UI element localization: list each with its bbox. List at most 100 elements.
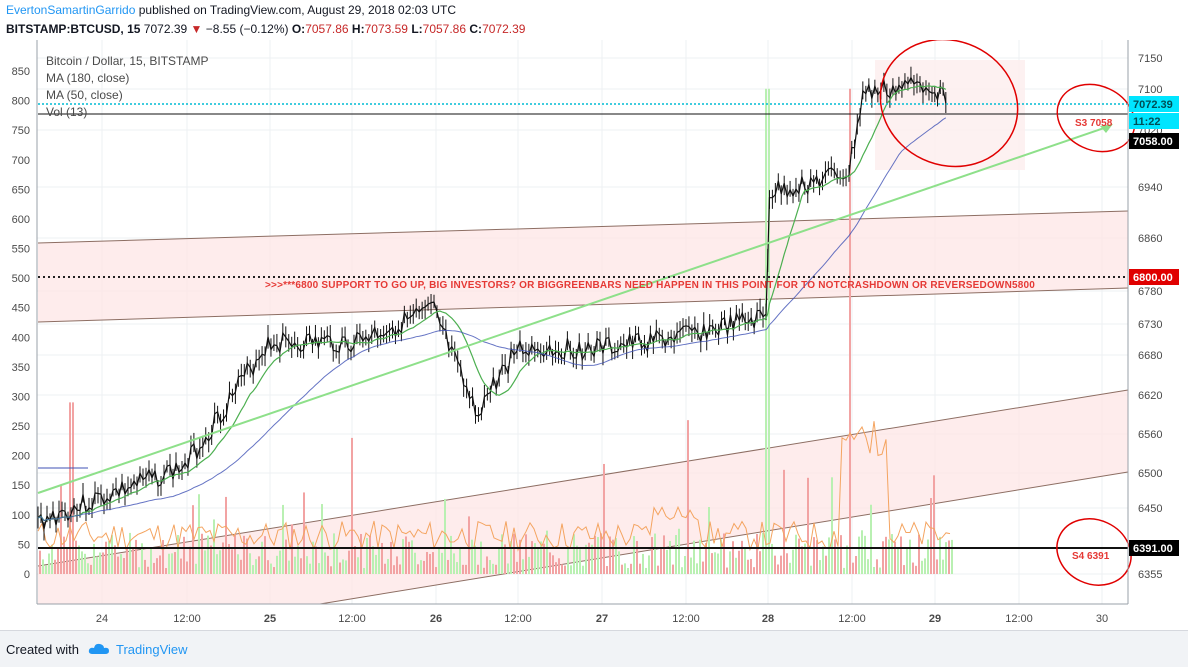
volume-bar bbox=[495, 564, 497, 574]
volume-bar bbox=[87, 563, 89, 574]
high-value: 7073.59 bbox=[364, 22, 408, 36]
volume-bar bbox=[351, 437, 353, 574]
price-label-text: 7072.39 bbox=[1133, 99, 1173, 111]
price-label: 7058.00 bbox=[1129, 133, 1179, 149]
volume-bar bbox=[135, 539, 137, 574]
volume-bar bbox=[762, 532, 764, 574]
volume-bar bbox=[213, 519, 215, 574]
volume-bar bbox=[132, 547, 134, 574]
volume-bar bbox=[435, 567, 437, 574]
volume-bar bbox=[894, 541, 896, 574]
volume-bar bbox=[873, 566, 875, 574]
volume-bar bbox=[255, 559, 257, 574]
volume-bar bbox=[741, 540, 743, 574]
x-axis-tick-label: 28 bbox=[762, 613, 774, 625]
volume-bar bbox=[849, 88, 851, 575]
right-axis-tick-label: 6940 bbox=[1138, 182, 1162, 194]
left-axis-tick-label: 700 bbox=[12, 155, 30, 167]
volume-bar bbox=[330, 566, 332, 574]
volume-bar bbox=[231, 549, 233, 574]
tradingview-link[interactable]: TradingView bbox=[88, 642, 188, 657]
volume-bar bbox=[633, 536, 635, 574]
volume-bar bbox=[378, 546, 380, 574]
volume-bar bbox=[234, 534, 236, 574]
volume-bar bbox=[714, 552, 716, 574]
volume-bar bbox=[432, 552, 434, 574]
volume-bar bbox=[225, 496, 227, 574]
volume-bar bbox=[918, 534, 920, 574]
price-label: 11:22 bbox=[1129, 113, 1179, 129]
volume-bar bbox=[888, 539, 890, 574]
volume-bar bbox=[393, 565, 395, 574]
volume-bar bbox=[900, 536, 902, 574]
volume-bar bbox=[594, 535, 596, 574]
volume-bar bbox=[306, 556, 308, 574]
volume-bar bbox=[780, 555, 782, 574]
volume-bar bbox=[336, 548, 338, 574]
volume-bar bbox=[462, 564, 464, 574]
volume-bar bbox=[273, 567, 275, 574]
left-axis-tick-label: 50 bbox=[18, 539, 30, 551]
volume-bar bbox=[150, 549, 152, 574]
volume-bar bbox=[519, 539, 521, 574]
volume-bar bbox=[885, 536, 887, 574]
volume-bar bbox=[843, 567, 845, 574]
legend-item: MA (180, close) bbox=[46, 71, 129, 85]
volume-bars bbox=[39, 88, 953, 575]
volume-bar bbox=[513, 533, 515, 574]
right-axis-tick-label: 6450 bbox=[1138, 503, 1162, 515]
volume-bar bbox=[390, 541, 392, 574]
volume-bar bbox=[93, 543, 95, 574]
author-link[interactable]: EvertonSamartinGarrido bbox=[6, 3, 136, 17]
volume-bar bbox=[546, 530, 548, 574]
volume-bar bbox=[291, 524, 293, 574]
volume-bar bbox=[246, 538, 248, 574]
volume-bar bbox=[489, 560, 491, 574]
volume-bar bbox=[207, 535, 209, 574]
price-label-bg bbox=[1129, 269, 1179, 285]
volume-bar bbox=[516, 561, 518, 574]
volume-bar bbox=[879, 567, 881, 574]
annotation-s4: S4 6391 bbox=[1072, 551, 1110, 562]
volume-bar bbox=[597, 537, 599, 574]
volume-bar bbox=[687, 420, 689, 574]
volume-bar bbox=[156, 558, 158, 574]
volume-bar bbox=[198, 494, 200, 574]
volume-bar bbox=[525, 534, 527, 574]
volume-bar bbox=[387, 558, 389, 574]
volume-bar bbox=[423, 560, 425, 574]
volume-bar bbox=[483, 567, 485, 574]
volume-bar bbox=[540, 541, 542, 574]
down-arrow-icon: ▼ bbox=[190, 22, 203, 36]
volume-bar bbox=[300, 558, 302, 574]
lower-channel-band bbox=[38, 390, 1128, 604]
chart-area[interactable]: >>>***6800 SUPPORT TO GO UP, BIG INVESTO… bbox=[0, 40, 1188, 630]
volume-bar bbox=[744, 548, 746, 574]
volume-bar bbox=[657, 565, 659, 574]
left-axis-tick-label: 300 bbox=[12, 391, 30, 403]
volume-bar bbox=[411, 540, 413, 574]
volume-bar bbox=[813, 537, 815, 574]
volume-bar bbox=[420, 560, 422, 574]
annotation-support-6800: >>>***6800 SUPPORT TO GO UP, BIG INVESTO… bbox=[265, 280, 1035, 291]
highlight-ellipse-top bbox=[879, 40, 1019, 168]
volume-bar bbox=[402, 539, 404, 574]
volume-bar bbox=[642, 553, 644, 574]
upper-channel-band bbox=[38, 211, 1128, 322]
volume-bar bbox=[216, 554, 218, 574]
published-text: published on TradingView.com, August 29,… bbox=[138, 3, 457, 17]
volume-bar bbox=[831, 477, 833, 574]
volume-bar bbox=[531, 541, 533, 574]
symbol-header: BITSTAMP:BTCUSD, 15 7072.39 ▼ −8.55 (−0.… bbox=[6, 22, 525, 36]
volume-bar bbox=[723, 533, 725, 574]
volume-bar bbox=[690, 557, 692, 574]
x-axis-tick-label: 26 bbox=[430, 613, 442, 625]
volume-bar bbox=[522, 559, 524, 574]
volume-bar bbox=[507, 563, 509, 574]
volume-bar bbox=[210, 545, 212, 574]
volume-bar bbox=[129, 532, 131, 574]
volume-bar bbox=[324, 552, 326, 574]
volume-bar bbox=[678, 528, 680, 574]
volume-bar bbox=[585, 544, 587, 574]
open-label: O: bbox=[291, 22, 306, 36]
